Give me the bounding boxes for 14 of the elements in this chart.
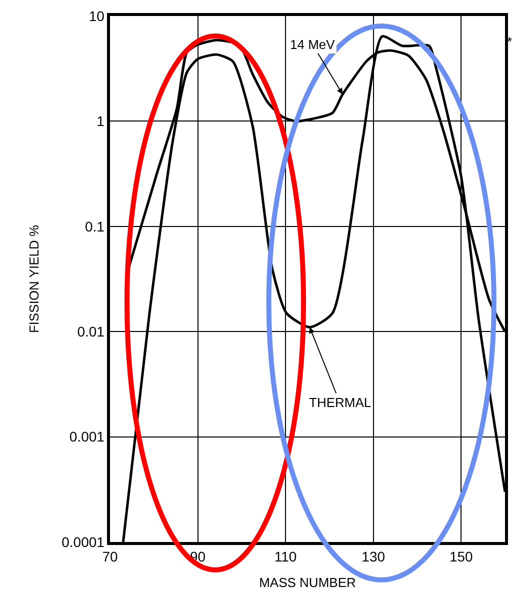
- x-tick-label: 110: [274, 548, 297, 565]
- x-tick-label: 150: [449, 548, 474, 565]
- y-tick-label: 0.01: [77, 324, 105, 340]
- y-tick-label: 0.001: [69, 428, 105, 445]
- annotation: 14 MeV: [290, 37, 336, 52]
- y-tick-label: 0.1: [84, 218, 105, 234]
- y-tick-label: 1: [96, 113, 105, 130]
- x-tick-label: 130: [362, 548, 386, 565]
- x-tick-label: 70: [102, 548, 118, 565]
- y-tick-label: 0.0001: [62, 534, 105, 550]
- y-axis-title: FISSION YIELD %: [26, 224, 42, 334]
- y-tick-label: 10: [88, 8, 105, 24]
- annotation: THERMAL: [309, 395, 372, 410]
- x-axis-title: MASS NUMBER: [259, 575, 356, 590]
